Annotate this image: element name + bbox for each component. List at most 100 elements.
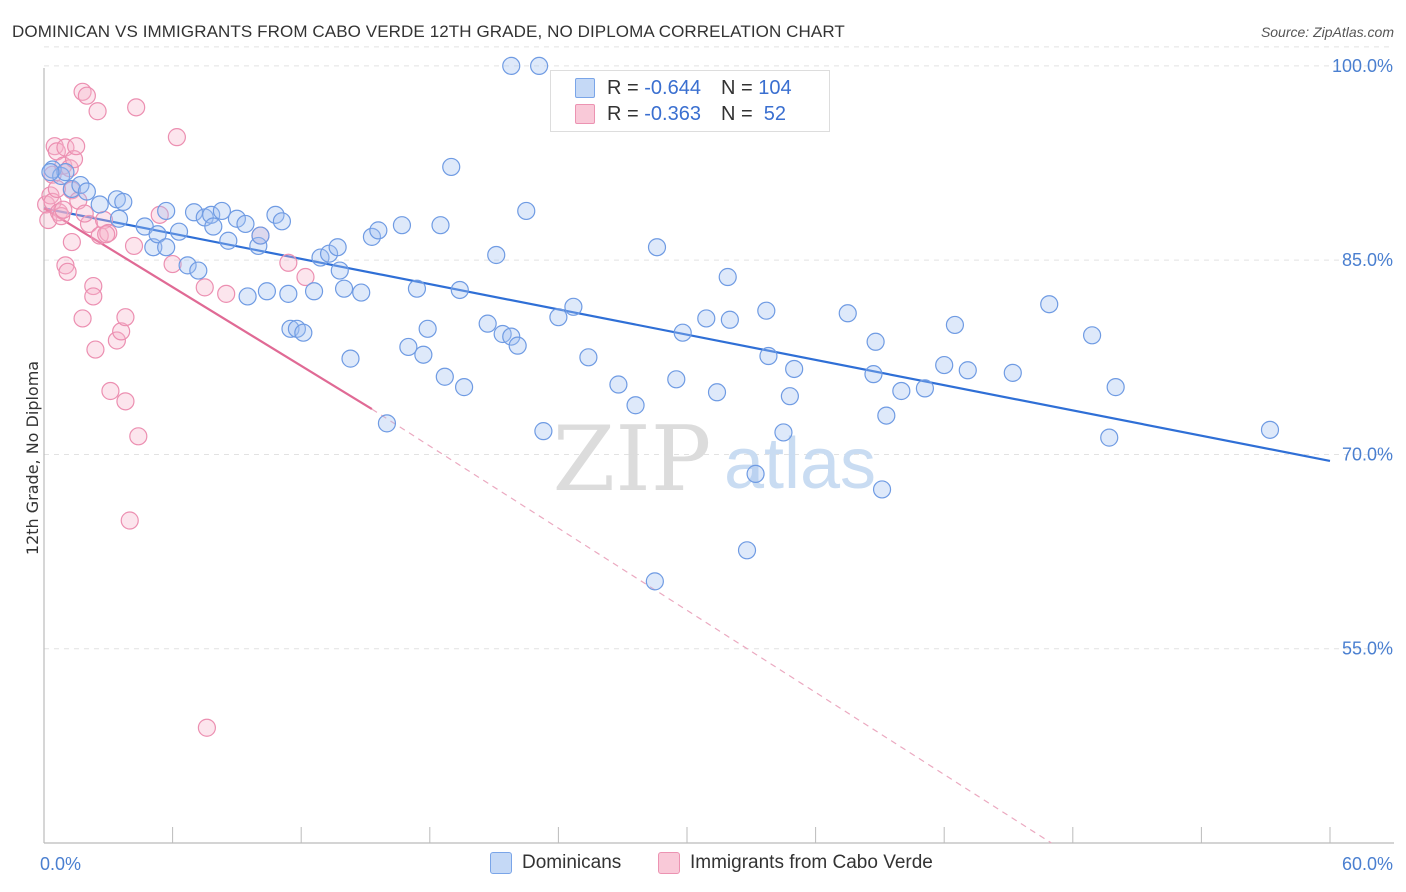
data-point-dominicans (737, 541, 757, 560)
data-point-dominicans (56, 163, 75, 182)
data-point-cabo-verde (75, 204, 94, 223)
data-point-cabo-verde (88, 102, 107, 121)
chart-title: DOMINICAN VS IMMIGRANTS FROM CABO VERDE … (12, 22, 845, 41)
data-point-dominicans (549, 308, 568, 327)
data-point-dominicans (1082, 326, 1102, 345)
data-point-dominicans (774, 423, 793, 442)
data-point-dominicans (418, 319, 437, 338)
data-point-dominicans (431, 216, 450, 235)
legend-r-value: -0.644 (644, 76, 701, 99)
data-point-dominicans (1100, 428, 1119, 447)
watermark: ZIP atlas (553, 407, 876, 512)
legend-row-dominicans: R = -0.644 N = 104 (575, 75, 792, 101)
trend-lines (43, 207, 1331, 844)
data-point-dominicans (838, 304, 857, 323)
data-point-dominicans (759, 346, 778, 366)
data-point-dominicans (407, 279, 427, 298)
legend-item-cabo-verde: Immigrants from Cabo Verde (658, 852, 933, 874)
stats-legend: R = -0.644 N = 104 R = -0.363 N = 52 (550, 70, 830, 132)
data-point-dominicans (219, 231, 238, 250)
watermark-atlas: atlas (724, 424, 876, 504)
data-point-dominicans (645, 572, 664, 591)
data-point-dominicans (178, 256, 197, 275)
data-point-dominicans (109, 209, 129, 228)
data-point-dominicans (251, 226, 270, 245)
legend-row-cabo-verde: R = -0.363 N = 52 (575, 101, 786, 127)
data-point-dominicans (341, 349, 360, 368)
data-point-dominicans (330, 261, 349, 280)
trend-line-dominicans (43, 207, 1331, 463)
data-point-cabo-verde (167, 128, 186, 147)
data-point-dominicans (294, 323, 313, 342)
data-point-dominicans (392, 216, 412, 235)
y-tick-label: 70.0% (1342, 444, 1393, 464)
data-point-dominicans (257, 282, 277, 301)
legend-n-value: 104 (758, 76, 792, 99)
data-point-dominicans (311, 248, 330, 267)
legend-swatch-blue (490, 852, 512, 874)
x-tick-label: 0.0% (40, 854, 81, 874)
tick-labels: 100.0% 85.0% 70.0% 55.0% 0.0% 60.0% (40, 56, 1393, 874)
data-point-dominicans (864, 365, 883, 384)
data-point-dominicans (62, 179, 81, 199)
data-point-cabo-verde (129, 427, 148, 446)
data-point-dominicans (757, 301, 776, 320)
y-tick-label: 55.0% (1342, 639, 1393, 659)
legend-swatch-pink (575, 104, 595, 124)
trend-line-cabo-verde (43, 207, 373, 411)
source-label: Source: ZipAtlas.com (1260, 24, 1394, 40)
x-tick-label: 60.0% (1342, 854, 1393, 874)
data-point-dominicans (647, 238, 667, 257)
data-point-dominicans (236, 214, 255, 234)
data-point-dominicans (1106, 378, 1125, 397)
data-point-dominicans (780, 387, 799, 406)
legend-swatch-blue (575, 78, 595, 98)
data-point-dominicans (334, 279, 354, 298)
axes (43, 68, 1394, 844)
data-point-dominicans (872, 480, 892, 499)
legend-r-label: R = (607, 76, 645, 99)
legend-n-label: N = (720, 102, 759, 125)
legend-n-label: N = (720, 76, 759, 99)
legend-label-dominicans: Dominicans (522, 852, 622, 873)
data-point-cabo-verde (195, 278, 214, 297)
data-point-dominicans (202, 205, 221, 224)
data-point-dominicans (564, 297, 583, 316)
data-point-cabo-verde (79, 214, 99, 234)
data-point-cabo-verde (296, 267, 315, 287)
series-cabo-verde-points (37, 82, 315, 737)
watermark-zip: ZIP (553, 407, 712, 512)
data-point-dominicans (1003, 363, 1022, 382)
data-point-dominicans (148, 225, 167, 244)
legend-r-value: -0.363 (644, 102, 701, 125)
data-point-dominicans (667, 370, 686, 389)
legend-swatch-pink (658, 852, 680, 874)
data-point-dominicans (673, 323, 692, 342)
data-point-cabo-verde (62, 232, 81, 252)
data-point-dominicans (478, 314, 497, 333)
data-point-dominicans (352, 283, 371, 302)
data-point-dominicans (279, 284, 298, 303)
data-point-dominicans (626, 396, 645, 415)
data-point-cabo-verde (67, 137, 86, 156)
data-point-cabo-verde (163, 254, 182, 274)
data-point-cabo-verde (116, 308, 135, 327)
data-point-cabo-verde (124, 236, 144, 256)
data-point-dominicans (442, 157, 461, 177)
data-point-dominicans (238, 287, 257, 306)
y-axis-label: 12th Grade, No Diploma (23, 361, 42, 555)
data-point-dominicans (1040, 295, 1059, 314)
y-tick-label: 85.0% (1342, 250, 1393, 270)
data-point-cabo-verde (86, 340, 105, 359)
data-point-dominicans (414, 345, 433, 364)
data-point-dominicans (935, 355, 954, 375)
data-point-dominicans (502, 327, 521, 346)
data-point-dominicans (877, 406, 896, 425)
data-point-cabo-verde (97, 225, 116, 244)
data-point-cabo-verde (112, 322, 131, 341)
legend-item-dominicans: Dominicans (490, 852, 621, 874)
data-point-dominicans (534, 422, 553, 441)
data-point-cabo-verde (217, 284, 236, 303)
data-point-dominicans (114, 192, 133, 211)
